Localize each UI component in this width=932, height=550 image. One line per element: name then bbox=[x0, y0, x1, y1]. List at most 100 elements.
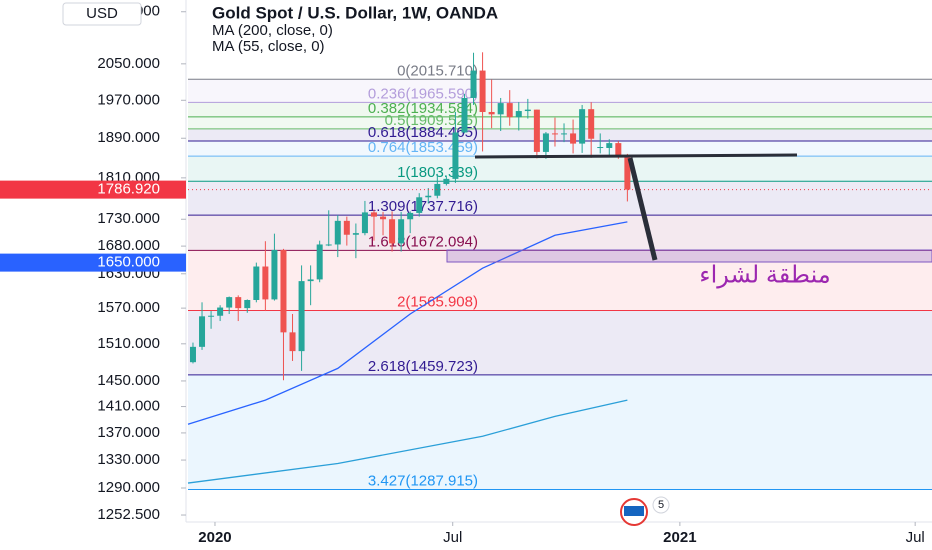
event-badge[interactable]: 5 bbox=[620, 496, 670, 526]
candle-body bbox=[244, 299, 251, 309]
candle-body bbox=[208, 315, 215, 317]
badge-count-bg bbox=[652, 496, 670, 514]
candle-body bbox=[398, 219, 405, 244]
candle-body bbox=[461, 97, 468, 133]
candle-body bbox=[217, 307, 224, 316]
y-tick-label: 1410.000 bbox=[97, 398, 160, 415]
y-tick-label: 1450.000 bbox=[97, 372, 160, 389]
fib-band bbox=[188, 116, 932, 129]
candle-body bbox=[624, 156, 631, 190]
ma-line bbox=[187, 399, 628, 484]
candle-body bbox=[606, 143, 613, 148]
candle-body bbox=[235, 297, 242, 309]
candle-body bbox=[370, 212, 377, 217]
fib-band bbox=[188, 140, 932, 157]
indicator-label: MA (55, close, 0) bbox=[212, 38, 325, 55]
y-tick-label: 1330.000 bbox=[97, 451, 160, 468]
price-tag bbox=[0, 180, 186, 199]
fib-band bbox=[188, 79, 932, 103]
candle-body bbox=[407, 212, 414, 220]
candle-body bbox=[262, 266, 269, 300]
time-axis-bg bbox=[186, 522, 932, 550]
candle-body bbox=[588, 109, 595, 139]
candle-body bbox=[226, 297, 233, 308]
candle-body bbox=[434, 183, 441, 196]
candle-body bbox=[416, 197, 423, 213]
candle-body bbox=[561, 133, 568, 135]
candle-body bbox=[597, 147, 604, 149]
candle-body bbox=[280, 249, 287, 333]
candle-body bbox=[579, 109, 586, 144]
buy-zone-box bbox=[446, 249, 932, 263]
fib-label: 0.5(1909.525) bbox=[385, 112, 478, 129]
candle-body bbox=[488, 111, 495, 115]
fib-label: 0.382(1934.584) bbox=[368, 100, 478, 117]
fib-band bbox=[188, 310, 932, 375]
plot-area: 0(2015.710) 0.236(1965.590)0.382(1934.584… bbox=[187, 52, 932, 490]
candle-body bbox=[343, 220, 350, 235]
candle-body bbox=[199, 316, 206, 347]
candle-body bbox=[253, 266, 260, 300]
candle-body bbox=[289, 332, 296, 352]
candle-body bbox=[452, 132, 459, 179]
y-tick-label: 1510.000 bbox=[97, 335, 160, 352]
candle-body bbox=[615, 143, 622, 157]
fib-band bbox=[188, 128, 932, 141]
candle-body bbox=[515, 111, 522, 118]
fib-label: 2(1565.908) bbox=[397, 293, 478, 310]
x-tick-label: Jul bbox=[906, 529, 925, 546]
candle-body bbox=[325, 244, 332, 246]
candle-body bbox=[389, 219, 396, 244]
candle-body bbox=[316, 244, 323, 280]
fib-band bbox=[188, 374, 932, 490]
y-tick-label: 1570.000 bbox=[97, 299, 160, 316]
price-tag-label: 1786.920 bbox=[97, 181, 160, 198]
y-tick-label: 1290.000 bbox=[97, 479, 160, 496]
fib-label: 0.236(1965.590) bbox=[368, 85, 478, 102]
candle-body bbox=[570, 133, 577, 144]
x-tick-label: Jul bbox=[443, 529, 462, 546]
currency-box[interactable] bbox=[62, 2, 142, 26]
fib-band bbox=[188, 102, 932, 117]
candle-body bbox=[189, 346, 196, 363]
y-tick-label: 1370.000 bbox=[97, 424, 160, 441]
fib-label: 3.427(1287.915) bbox=[368, 472, 478, 489]
candle-body bbox=[425, 195, 432, 198]
fib-band bbox=[188, 215, 932, 251]
candle-body bbox=[551, 133, 558, 135]
x-tick-label: 2020 bbox=[198, 529, 231, 546]
candle-body bbox=[352, 233, 359, 235]
badge-count: 5 bbox=[658, 499, 664, 511]
fib-label: 0.618(1884.465) bbox=[368, 124, 478, 141]
y-tick-label: 1970.000 bbox=[97, 91, 160, 108]
price-tag bbox=[0, 253, 186, 272]
support-line bbox=[474, 153, 798, 159]
ma-line bbox=[187, 221, 628, 425]
indicator-label: MA (200, close, 0) bbox=[212, 22, 333, 39]
price-tag-label: 1650.000 bbox=[97, 254, 160, 271]
fib-band bbox=[188, 181, 932, 216]
candle-body bbox=[533, 109, 540, 152]
candle-body bbox=[524, 109, 531, 112]
price-axis: 2170.0002050.0001970.0001890.0001810.000… bbox=[0, 0, 187, 550]
y-tick-label: 1680.000 bbox=[97, 237, 160, 254]
fib-label: 0(2015.710) bbox=[397, 62, 478, 79]
candle-body bbox=[361, 212, 368, 234]
chart-title: Gold Spot / U.S. Dollar, 1W, OANDA bbox=[212, 3, 498, 22]
candle-body bbox=[298, 281, 305, 352]
y-tick-label: 1252.500 bbox=[97, 506, 160, 523]
candle-body bbox=[443, 178, 450, 184]
candle-body bbox=[271, 249, 278, 300]
annotation: منطقة لشراء bbox=[699, 261, 830, 288]
badge-flag bbox=[624, 506, 644, 516]
fib-label: 1.309(1737.716) bbox=[368, 198, 478, 215]
candle-body bbox=[380, 216, 387, 220]
candle-body bbox=[497, 103, 504, 115]
x-tick-label: 2021 bbox=[663, 529, 696, 546]
candle-body bbox=[506, 103, 513, 118]
fib-label: 1.618(1672.094) bbox=[368, 233, 478, 250]
candle-body bbox=[307, 279, 314, 282]
fib-label: 2.618(1459.723) bbox=[368, 358, 478, 375]
currency: USD bbox=[86, 5, 118, 22]
